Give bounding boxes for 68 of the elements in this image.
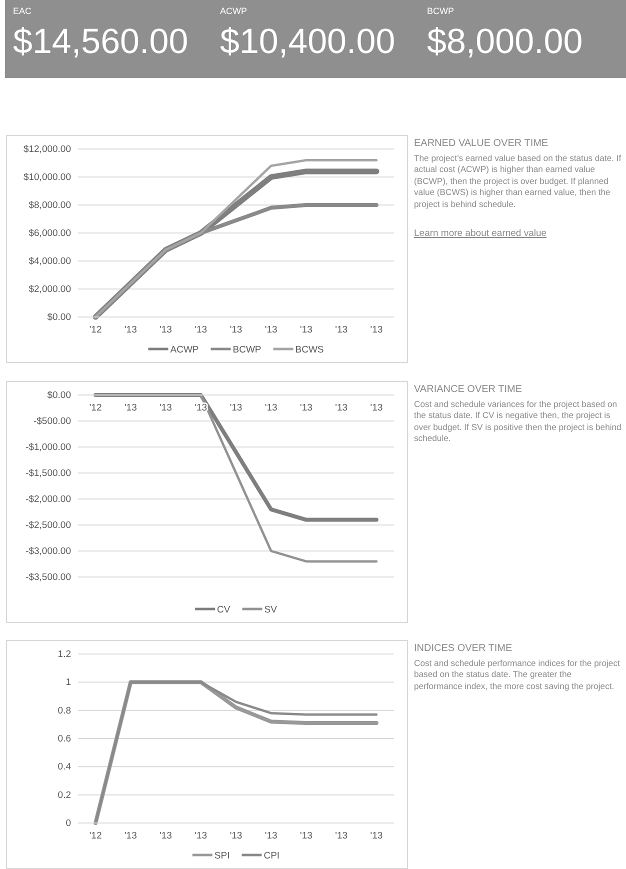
y-tick-label: 0: [66, 818, 71, 830]
y-tick-label: $8,000.00: [28, 200, 71, 212]
legend-label: BCWP: [232, 344, 262, 356]
y-tick-label: -$3,000.00: [26, 546, 71, 558]
text: Cost and schedule variances for the project based on the status date. If CV is negative then, the project is over budget. If SV is positive then the project is behind schedule.: [414, 398, 622, 445]
legend-label: SPI: [214, 850, 230, 862]
x-tick-label: '13: [264, 324, 278, 336]
x-tick-label: '13: [264, 402, 278, 414]
y-tick-label: $12,000.00: [23, 144, 71, 156]
x-tick-label: '13: [194, 324, 208, 336]
y-tick-label: -$2,000.00: [26, 494, 71, 506]
category-label: BCWP: [427, 6, 455, 16]
text: Cost and schedule performance indices for the project based on the status date. The greater the performance index, the more cost saving the project.: [414, 658, 621, 692]
x-tick-label: '13: [230, 324, 242, 336]
x-tick-label: '13: [335, 830, 348, 842]
x-tick-label: '13: [160, 324, 172, 336]
legend-label: BCWS: [295, 344, 324, 356]
y-tick-label: 0.2: [58, 790, 71, 801]
x-tick-label: '13: [230, 402, 242, 414]
text: $8,000.00: [427, 22, 583, 61]
x-tick-label: '13: [300, 830, 312, 842]
text: $14,560.00: [13, 22, 188, 61]
y-tick-label: -$500.00: [33, 416, 71, 428]
text: $10,400.00: [220, 22, 396, 61]
y-tick-label: $0.00: [47, 390, 71, 402]
x-tick-label: '13: [124, 830, 137, 842]
y-tick-label: 0.8: [58, 705, 71, 716]
y-tick-label: -$3,500.00: [26, 572, 71, 584]
y-tick-label: -$1,000.00: [26, 442, 71, 454]
x-tick-label: '13: [124, 324, 137, 336]
y-tick-label: -$2,500.00: [26, 520, 71, 532]
text: Learn more about earned value: [414, 228, 548, 242]
x-tick-label: '13: [370, 402, 383, 414]
x-tick-label: '12: [89, 402, 102, 414]
x-tick-label: '13: [300, 324, 312, 336]
y-tick-label: -$1,500.00: [26, 468, 71, 480]
x-tick-label: '12: [89, 830, 102, 842]
y-tick-label: $4,000.00: [28, 256, 71, 268]
y-tick-label: 0.6: [58, 734, 71, 745]
legend-label: SV: [264, 604, 278, 616]
text: VARIANCE OVER TIME: [414, 383, 523, 396]
x-tick-label: '13: [264, 830, 278, 842]
y-tick-label: $0.00: [47, 312, 71, 324]
legend-label: ACWP: [170, 344, 199, 356]
category-label: EAC: [13, 6, 33, 16]
y-tick-label: $6,000.00: [28, 228, 71, 240]
y-tick-label: $2,000.00: [28, 284, 71, 296]
x-tick-label: '13: [194, 830, 208, 842]
y-tick-label: 1: [66, 677, 71, 688]
x-tick-label: '13: [124, 402, 137, 414]
x-tick-label: '13: [335, 324, 348, 336]
text: The project’s earned value based on the status date. If actual cost (ACWP) is higher than earned value (BCWP), then the project is over budget. If planned value (BCWS) is higher than earned value, then the project is behind schedule.: [414, 152, 622, 210]
x-tick-label: '13: [370, 324, 383, 336]
x-tick-label: '13: [370, 830, 383, 842]
category-label: ACWP: [220, 6, 248, 16]
x-tick-label: '13: [300, 402, 312, 414]
legend-label: CPI: [264, 850, 280, 862]
y-tick-label: 0.4: [58, 762, 71, 773]
x-tick-label: '13: [160, 830, 172, 842]
y-tick-label: $10,000.00: [23, 172, 71, 184]
y-tick-label: 1.2: [58, 649, 71, 660]
text: EARNED VALUE OVER TIME: [414, 137, 550, 150]
x-tick-label: '13: [335, 402, 348, 414]
x-tick-label: '13: [230, 830, 242, 842]
x-tick-label: '12: [89, 324, 102, 336]
x-tick-label: '13: [160, 402, 172, 414]
legend-label: CV: [217, 604, 231, 616]
text: INDICES OVER TIME: [414, 642, 514, 656]
